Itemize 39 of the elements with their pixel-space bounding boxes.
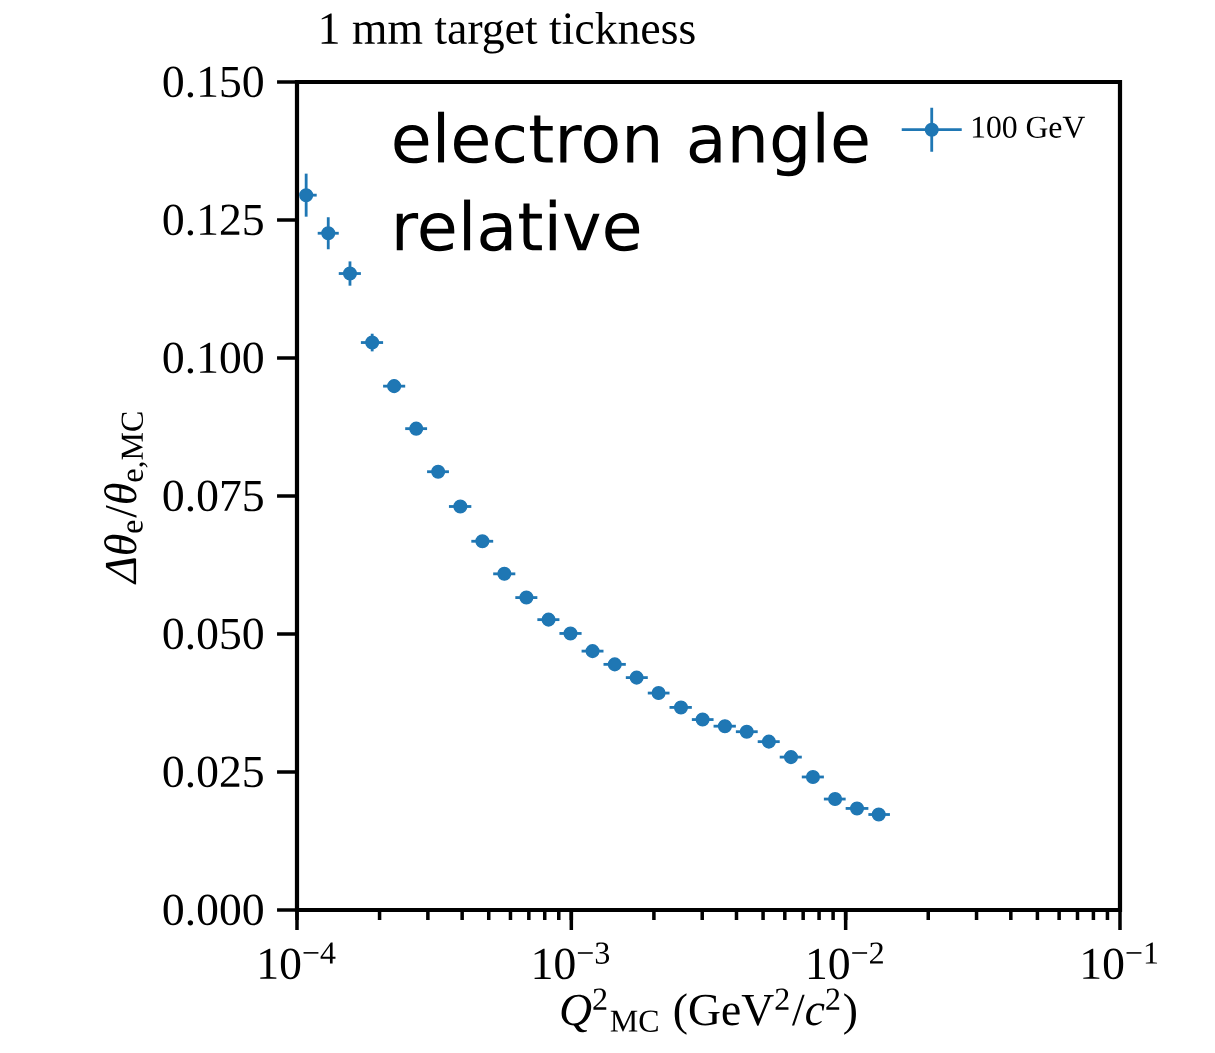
point — [475, 534, 490, 549]
y-tick-label: 0.025 — [163, 756, 263, 788]
point — [431, 464, 446, 479]
point — [651, 686, 666, 701]
point — [585, 644, 600, 659]
point — [629, 670, 644, 685]
y-axis-title: Δθ$_{e}$/θ$_{e,MC}$ — [104, 412, 148, 585]
annotation: electron angle relative — [394, 111, 868, 252]
point — [387, 379, 402, 394]
point — [871, 807, 886, 822]
y-tick-label: 0.100 — [163, 342, 263, 374]
point — [519, 590, 534, 605]
y-tick-label: 0.000 — [163, 894, 263, 926]
chart-title: 1 mm target tickness — [321, 11, 695, 54]
x-tick-label: 10$^{−4}$ — [260, 942, 336, 980]
point — [497, 566, 512, 581]
point — [607, 657, 622, 672]
point — [805, 769, 820, 785]
point — [849, 801, 865, 816]
x-tick-label: 10$^{−2}$ — [808, 942, 883, 980]
point — [761, 734, 776, 749]
y-tick-label: 0.075 — [163, 480, 263, 512]
point — [783, 750, 799, 765]
point — [739, 724, 754, 739]
point — [409, 421, 424, 436]
point — [673, 700, 689, 715]
x-tick-label: 10$^{−3}$ — [534, 942, 610, 980]
point — [563, 626, 578, 641]
text: Q$^{2}$$_{MC}$ (GeV$^{2}$/c$^{2}$) — [561, 988, 856, 1035]
legend-label: 100 GeV — [972, 116, 1085, 139]
y-tick-label: 0.050 — [163, 618, 263, 650]
point — [342, 266, 357, 281]
y-tick-label: 0.125 — [163, 204, 263, 236]
point — [453, 499, 468, 514]
y-tick-label: 0.150 — [163, 66, 263, 98]
point — [717, 719, 732, 734]
point — [541, 612, 556, 627]
point — [695, 712, 710, 727]
x-tick-label: 10$^{−1}$ — [1083, 942, 1158, 980]
